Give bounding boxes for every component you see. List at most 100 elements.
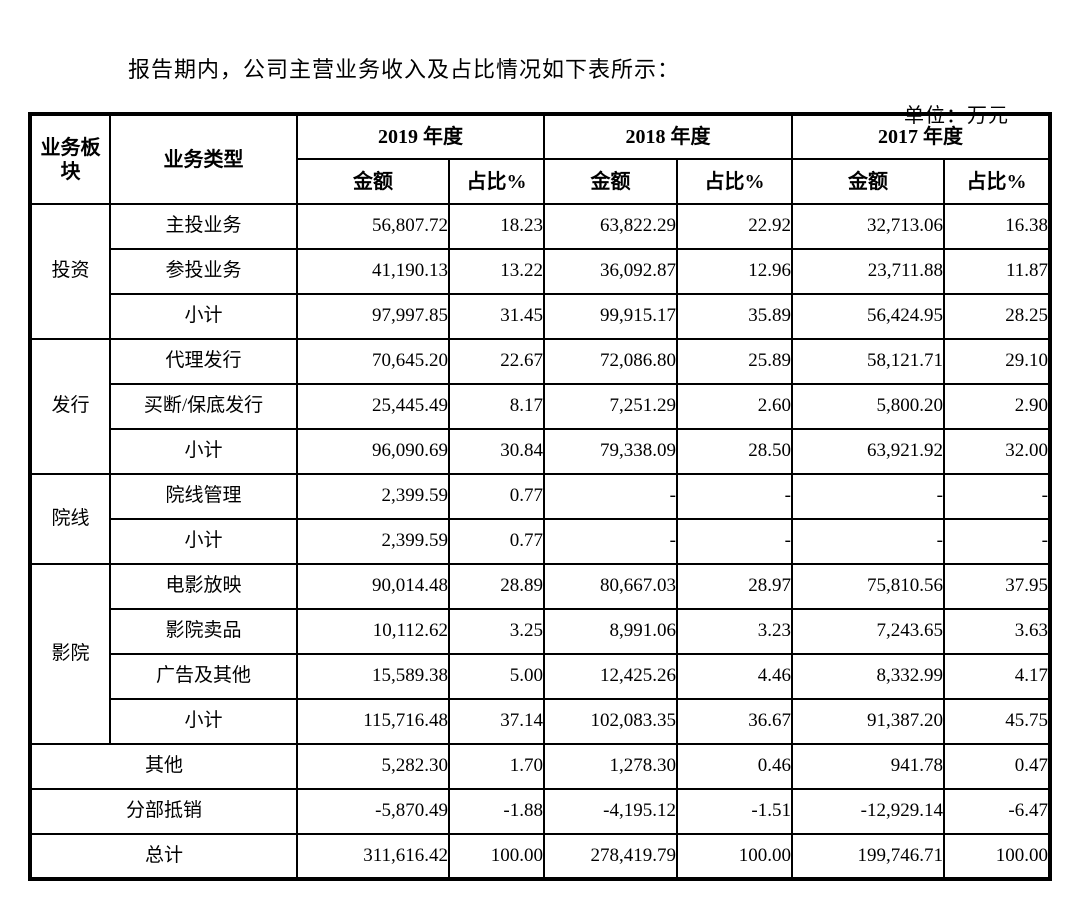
ratio-cell: -	[943, 473, 1051, 520]
header-year-2018: 2018 年度	[543, 113, 793, 160]
type-cell: 小计	[109, 698, 298, 745]
amount-cell: 1,278.30	[543, 743, 678, 790]
header-ratio-2019: 占比%	[448, 158, 545, 205]
ratio-cell: 0.46	[676, 743, 793, 790]
amount-cell: 8,332.99	[791, 653, 945, 700]
header-amount-2017: 金额	[791, 158, 945, 205]
ratio-cell: 0.77	[448, 473, 545, 520]
ratio-cell: -	[676, 518, 793, 565]
ratio-cell: 3.25	[448, 608, 545, 655]
header-year-2019: 2019 年度	[296, 113, 545, 160]
amount-cell: 41,190.13	[296, 248, 450, 295]
type-cell: 小计	[109, 428, 298, 475]
table-row: 小计 115,716.48 37.14 102,083.35 36.67 91,…	[30, 698, 1051, 745]
amount-cell: 7,251.29	[543, 383, 678, 430]
ratio-cell: 13.22	[448, 248, 545, 295]
type-cell: 其他	[29, 743, 298, 790]
type-cell: 总计	[29, 833, 298, 880]
segment-cell: 院线	[29, 473, 111, 565]
table-row: 总计 311,616.42 100.00 278,419.79 100.00 1…	[29, 833, 1051, 880]
table-row: 其他 5,282.30 1.70 1,278.30 0.46 941.78 0.…	[29, 743, 1051, 790]
ratio-cell: 4.46	[676, 653, 793, 700]
type-cell: 影院卖品	[109, 608, 298, 655]
amount-cell: 96,090.69	[296, 428, 450, 475]
amount-cell: 25,445.49	[296, 383, 450, 430]
ratio-cell: 0.47	[943, 743, 1051, 790]
table-row: 买断/保底发行 25,445.49 8.17 7,251.29 2.60 5,8…	[30, 383, 1051, 430]
type-cell: 分部抵销	[29, 788, 298, 835]
amount-cell: 79,338.09	[543, 428, 678, 475]
amount-cell: 311,616.42	[296, 833, 450, 880]
amount-cell: 75,810.56	[791, 563, 945, 610]
ratio-cell: 12.96	[676, 248, 793, 295]
amount-cell: 58,121.71	[791, 338, 945, 385]
ratio-cell: 18.23	[448, 203, 545, 250]
table-row: 小计 96,090.69 30.84 79,338.09 28.50 63,92…	[30, 428, 1051, 475]
intro-paragraph: 报告期内，公司主营业务收入及占比情况如下表所示：	[128, 57, 681, 82]
ratio-cell: 11.87	[943, 248, 1051, 295]
amount-cell: 36,092.87	[543, 248, 678, 295]
header-row-measures: 金额 占比% 金额 占比% 金额 占比%	[30, 158, 1051, 205]
amount-cell: 941.78	[791, 743, 945, 790]
table-row: 投资 主投业务 56,807.72 18.23 63,822.29 22.92 …	[29, 203, 1051, 340]
amount-cell: 12,425.26	[543, 653, 678, 700]
ratio-cell: 32.00	[943, 428, 1051, 475]
amount-cell: 23,711.88	[791, 248, 945, 295]
ratio-cell: 37.95	[943, 563, 1051, 610]
ratio-cell: 29.10	[943, 338, 1051, 385]
header-year-2017: 2017 年度	[791, 113, 1051, 160]
type-cell: 买断/保底发行	[109, 383, 298, 430]
amount-cell: 5,800.20	[791, 383, 945, 430]
amount-cell: 5,282.30	[296, 743, 450, 790]
ratio-cell: 100.00	[676, 833, 793, 880]
amount-cell: -	[543, 473, 678, 520]
revenue-table: 业务板块 业务类型 2019 年度 2018 年度 2017 年度 金额 占比%…	[28, 112, 1052, 881]
type-cell: 参投业务	[109, 248, 298, 295]
amount-cell: 63,921.92	[791, 428, 945, 475]
amount-cell: 56,424.95	[791, 293, 945, 340]
amount-cell: 102,083.35	[543, 698, 678, 745]
segment-cell: 投资	[29, 203, 111, 340]
ratio-cell: 22.92	[676, 203, 793, 250]
amount-cell: 97,997.85	[296, 293, 450, 340]
ratio-cell: 25.89	[676, 338, 793, 385]
ratio-cell: -	[676, 473, 793, 520]
amount-cell: 115,716.48	[296, 698, 450, 745]
ratio-cell: 30.84	[448, 428, 545, 475]
amount-cell: 80,667.03	[543, 563, 678, 610]
amount-cell: 32,713.06	[791, 203, 945, 250]
type-cell: 电影放映	[109, 563, 298, 610]
table-row: 分部抵销 -5,870.49 -1.88 -4,195.12 -1.51 -12…	[29, 788, 1051, 835]
amount-cell: 7,243.65	[791, 608, 945, 655]
ratio-cell: -1.51	[676, 788, 793, 835]
type-cell: 院线管理	[109, 473, 298, 520]
amount-cell: 70,645.20	[296, 338, 450, 385]
header-segment: 业务板块	[29, 113, 111, 205]
header-ratio-2017: 占比%	[943, 158, 1051, 205]
amount-cell: 90,014.48	[296, 563, 450, 610]
table-row: 小计 97,997.85 31.45 99,915.17 35.89 56,42…	[30, 293, 1051, 340]
ratio-cell: 100.00	[448, 833, 545, 880]
type-cell: 主投业务	[109, 203, 298, 250]
table-row: 广告及其他 15,589.38 5.00 12,425.26 4.46 8,33…	[30, 653, 1051, 700]
ratio-cell: 36.67	[676, 698, 793, 745]
amount-cell: 91,387.20	[791, 698, 945, 745]
amount-cell: 2,399.59	[296, 473, 450, 520]
ratio-cell: 8.17	[448, 383, 545, 430]
ratio-cell: 0.77	[448, 518, 545, 565]
ratio-cell: 37.14	[448, 698, 545, 745]
table-row: 影院 电影放映 90,014.48 28.89 80,667.03 28.97 …	[29, 563, 1051, 745]
amount-cell: 2,399.59	[296, 518, 450, 565]
table-row: 院线 院线管理 2,399.59 0.77 - - - -	[29, 473, 1051, 565]
header-row-years: 业务板块 业务类型 2019 年度 2018 年度 2017 年度	[29, 113, 1051, 205]
header-amount-2019: 金额	[296, 158, 450, 205]
ratio-cell: -	[943, 518, 1051, 565]
amount-cell: -	[543, 518, 678, 565]
ratio-cell: -6.47	[943, 788, 1051, 835]
header-ratio-2018: 占比%	[676, 158, 793, 205]
ratio-cell: 16.38	[943, 203, 1051, 250]
type-cell: 小计	[109, 518, 298, 565]
ratio-cell: 28.25	[943, 293, 1051, 340]
ratio-cell: 45.75	[943, 698, 1051, 745]
amount-cell: 199,746.71	[791, 833, 945, 880]
